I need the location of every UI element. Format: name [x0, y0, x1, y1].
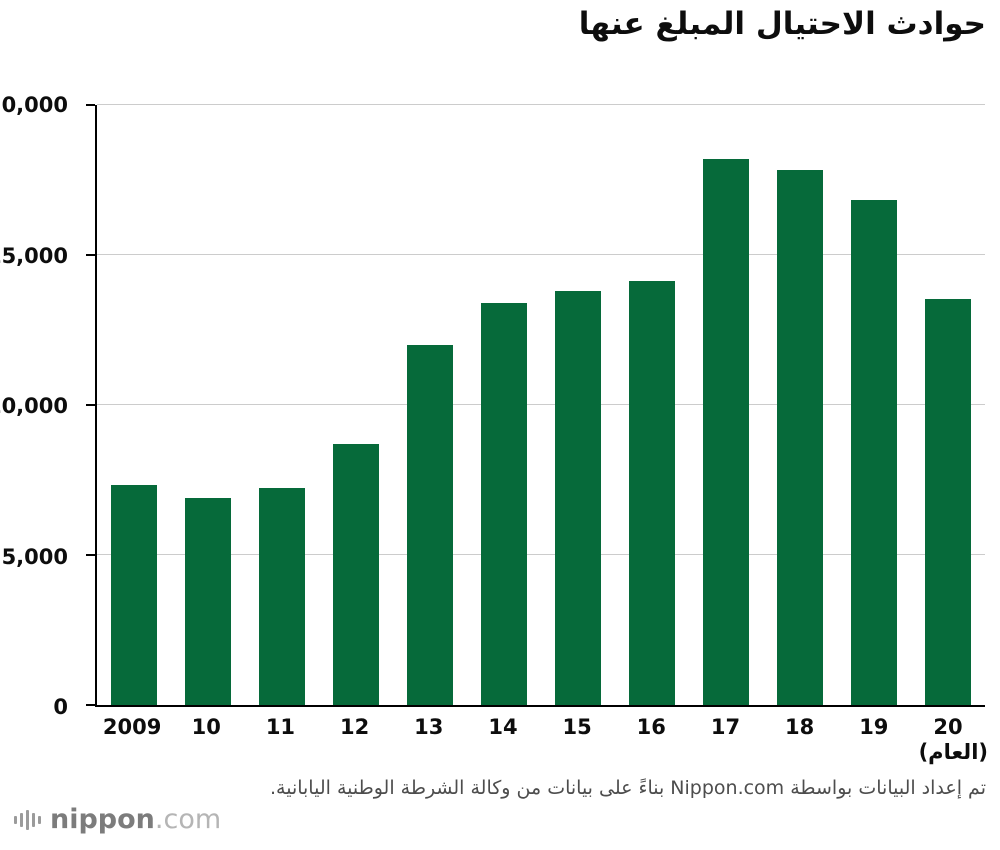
y-tick-mark	[86, 104, 95, 106]
bar-slot	[689, 105, 763, 705]
logo-com-suffix: .com	[154, 804, 222, 835]
gridline	[97, 404, 985, 405]
bar-slot	[615, 105, 689, 705]
gridline	[97, 104, 985, 105]
bar-2009	[111, 484, 157, 705]
plot-area	[86, 104, 985, 707]
bar-13	[407, 345, 453, 705]
x-axis: 2009 10 11 12 13 14 15 16 17 18 19 20	[95, 709, 985, 741]
bar-slot	[911, 105, 985, 705]
chart-title: حوادث الاحتيال المبلغ عنها	[578, 6, 986, 42]
nippon-logo: nippon.com	[14, 806, 221, 833]
bar-slot	[837, 105, 911, 705]
bar-slot	[319, 105, 393, 705]
x-axis-label: (العام)	[918, 740, 988, 764]
x-tick-label: 2009	[102, 715, 162, 739]
y-tick-label: 5,000	[1, 544, 68, 569]
y-tick-mark	[86, 254, 95, 256]
x-tick-label: 13	[414, 715, 444, 739]
sound-wave-icon	[14, 807, 41, 833]
y-tick-label: 10,000	[0, 394, 68, 418]
x-tick-label: 10	[191, 715, 221, 739]
bar-slot	[171, 105, 245, 705]
bar-20	[925, 298, 971, 705]
x-tick-label: 19	[859, 715, 889, 739]
bar-14	[481, 303, 527, 705]
bar-17	[703, 159, 749, 705]
x-tick-label: 11	[265, 715, 296, 739]
y-tick-label: 15,000	[0, 243, 68, 268]
x-tick-label: 16	[636, 715, 666, 739]
bar-slot	[245, 105, 319, 705]
logo-nippon: nippon	[50, 804, 155, 835]
x-tick-label: 14	[488, 715, 518, 739]
bar-slot	[393, 105, 467, 705]
x-tick-label: 12	[339, 715, 370, 739]
bar-15	[555, 291, 601, 705]
bar-19	[851, 199, 897, 705]
y-tick-mark	[86, 404, 95, 406]
bar-10	[185, 498, 231, 705]
bar-12	[333, 444, 379, 705]
x-tick-label: 15	[562, 715, 592, 739]
bars	[97, 105, 985, 705]
bar-18	[777, 169, 823, 705]
logo-text: nippon.com	[50, 806, 221, 833]
gridline	[97, 254, 985, 255]
y-tick-mark	[86, 704, 95, 706]
bar-slot	[763, 105, 837, 705]
bar-11	[259, 487, 305, 705]
y-tick-label: 20,000	[0, 93, 68, 117]
bar-16	[629, 280, 675, 705]
source-note: تم إعداد البيانات بواسطة Nippon.com بناء…	[269, 777, 986, 799]
bar-slot	[541, 105, 615, 705]
bar-slot	[467, 105, 541, 705]
x-tick-label: 18	[785, 715, 815, 739]
bar-slot	[97, 105, 171, 705]
y-tick-mark	[86, 554, 95, 556]
x-tick-label: 17	[710, 715, 741, 739]
y-tick-label: 0	[53, 695, 68, 719]
gridline	[97, 554, 985, 555]
x-tick-label: 20	[933, 715, 963, 739]
y-axis: 0 5,000 10,000 15,000 20,000	[0, 94, 84, 718]
